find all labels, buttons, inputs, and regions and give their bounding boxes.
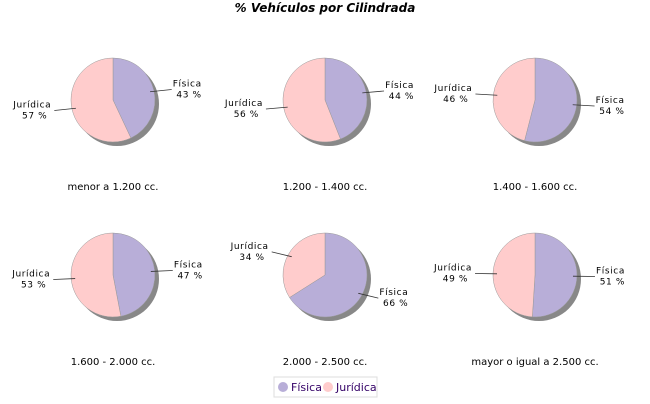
slice-percent: 57 %: [22, 111, 47, 121]
slice-label: Jurídica: [224, 99, 263, 109]
pie-slice-juridica: [493, 233, 535, 317]
chart-title: % Vehículos por Cilindrada: [235, 1, 416, 15]
slice-label: Física: [379, 288, 408, 298]
slice-percent: 51 %: [600, 278, 625, 288]
slice-percent: 46 %: [443, 95, 468, 105]
slice-percent: 53 %: [21, 281, 46, 291]
pie-title: 2.000 - 2.500 cc.: [283, 357, 368, 368]
legend-label-juridica: Jurídica: [335, 381, 377, 394]
slice-label: Física: [173, 80, 202, 90]
pie-title: menor a 1.200 cc.: [68, 182, 159, 193]
slice-label: Física: [174, 260, 203, 270]
legend-swatch-juridica: [323, 382, 333, 392]
legend-label-fisica: Física: [291, 381, 322, 394]
slice-percent: 66 %: [383, 299, 408, 309]
slice-percent: 43 %: [176, 91, 201, 101]
slice-percent: 54 %: [599, 107, 624, 117]
legend-swatch-fisica: [278, 382, 288, 392]
slice-label: Física: [385, 81, 414, 91]
slice-percent: 47 %: [177, 271, 202, 281]
pie-title: 1.200 - 1.400 cc.: [283, 182, 368, 193]
slice-percent: 34 %: [239, 253, 264, 263]
slice-percent: 44 %: [389, 92, 414, 102]
pie-title: 1.400 - 1.600 cc.: [493, 182, 578, 193]
slice-label: Jurídica: [433, 84, 472, 94]
slice-label: Jurídica: [12, 100, 51, 110]
legend: Física Jurídica: [274, 377, 377, 397]
pie-title: mayor o igual a 2.500 cc.: [471, 357, 598, 368]
pie-title: 1.600 - 2.000 cc.: [71, 357, 156, 368]
slice-percent: 49 %: [443, 274, 468, 284]
slice-label: Jurídica: [230, 242, 269, 252]
slice-label: Física: [596, 267, 625, 277]
slice-label: Física: [596, 96, 625, 106]
slice-label: Jurídica: [433, 263, 472, 273]
slice-percent: 56 %: [234, 110, 259, 120]
slice-label: Jurídica: [11, 270, 50, 280]
